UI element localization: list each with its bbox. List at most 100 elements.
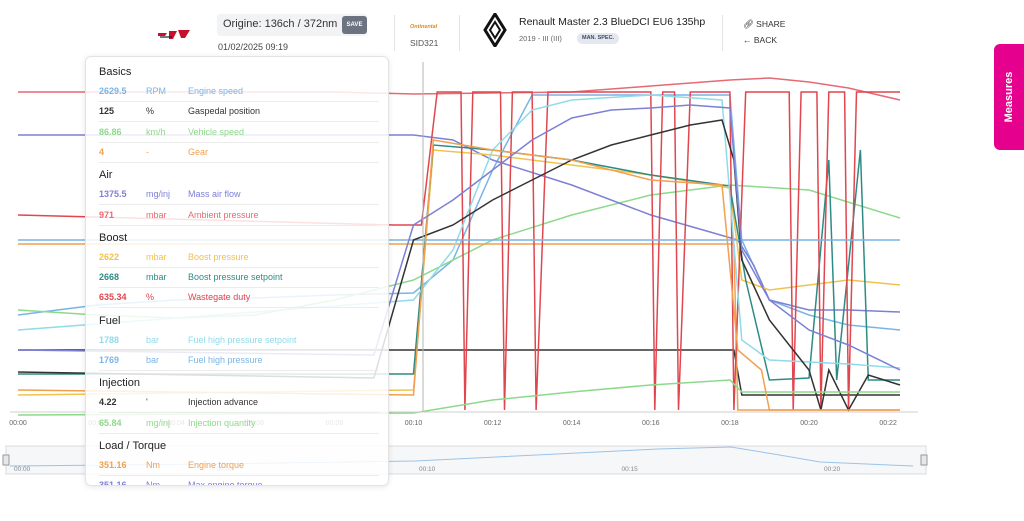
measure-name: Engine torque [188,459,245,470]
measure-row[interactable]: 1788 bar Fuel high pressure setpoint [99,335,379,349]
measure-value: 86.86 [99,126,122,137]
section-title: Air [99,169,113,182]
measure-row[interactable]: 1375.5 mg/inj Mass air flow [99,189,379,203]
measure-name: Gaspedal position [188,106,261,117]
back-label: BACK [753,35,778,45]
series-line [17,104,901,371]
measure-row[interactable]: 1769 bar Fuel high pressure [99,355,379,369]
measure-row[interactable]: 2622 mbar Boost pressure [99,252,379,266]
row-divider [99,287,379,289]
series-line [17,94,901,369]
x-tick-label: 00:00 [9,420,27,427]
measure-unit: bar [146,334,160,345]
measure-unit: mg/inj [146,417,171,428]
row-divider [99,266,379,268]
navigator-handle-left[interactable] [2,454,10,466]
measure-name: Boost pressure setpoint [188,272,283,283]
divider [394,15,395,51]
series-line [18,134,901,313]
measure-value: 2622 [99,251,120,262]
origin-field[interactable]: Origine: 136ch / 372nm [217,14,367,36]
renault-logo-icon [483,13,507,47]
share-button[interactable]: 🔗︎ SHARE [743,19,785,30]
measure-name: Boost pressure [188,251,249,262]
divider [459,15,460,51]
measure-name: Mass air flow [188,189,241,200]
link-icon: 🔗︎ [743,19,754,29]
measure-name: Injection quantity [188,417,256,428]
navigator-tick-label: 00:10 [419,466,436,473]
measure-name: Ambient pressure [188,209,259,220]
measure-unit: ' [146,397,148,408]
measure-value: 635.34 [99,292,127,303]
origin-label: Origine: 136ch / 372nm [223,18,338,30]
measure-unit: Nm [146,480,160,486]
measure-row[interactable]: 4.22 ' Injection advance [99,397,379,411]
measure-unit: mbar [146,251,167,262]
row-divider [99,474,379,476]
row-divider [99,161,379,163]
date-text: 01/02/2025 09:19 [218,42,289,52]
divider [722,15,723,51]
measure-unit: Nm [146,459,160,470]
measure-row[interactable]: 2668 mbar Boost pressure setpoint [99,272,379,286]
row-divider [99,101,379,102]
measure-value: 65.84 [99,417,122,428]
series-line [17,91,900,411]
measure-row[interactable]: 351.16 Nm Max engine torque [99,480,379,486]
measure-unit: mbar [146,209,167,220]
measure-name: Injection advance [188,397,259,408]
measure-row[interactable]: 635.34% Wastegate duty [99,292,379,306]
measure-name: Gear [188,146,209,157]
measure-name: Fuel high pressure [188,355,263,365]
measure-unit: mg/inj [146,189,171,200]
measure-value: 2629.5 [99,86,127,96]
measure-value: 351.16 [99,480,127,486]
measure-value: 125 [99,106,115,117]
measure-name: Max engine torque [188,480,263,486]
section-title: Boost [99,231,128,244]
spec-badge: MAN. SPEC. [577,33,620,44]
row-divider [99,432,379,434]
series-line [17,139,900,411]
measure-row[interactable]: 86.86 km/h Vehicle speed [99,127,379,141]
measures-tab[interactable]: Measures [994,44,1024,150]
measure-row[interactable]: 4 - Gear [99,147,379,161]
arrow-left-icon: ← [743,35,752,45]
navigator-tick-label: 00:00 [14,466,31,473]
measure-row[interactable]: 351.16 Nm Engine torque [99,460,379,474]
section-title: Fuel [99,314,121,327]
navigator-handle-right[interactable] [920,454,928,466]
measure-unit: % [146,292,155,303]
x-tick-label: 00:10 [405,420,423,427]
measure-value: 971 [99,209,115,220]
measure-unit: % [146,106,155,117]
logo-icon [158,30,190,39]
x-tick-label: 00:16 [642,420,660,427]
row-divider [99,204,379,206]
navigator-tick-label: 00:15 [622,466,639,473]
row-divider [99,121,379,123]
measure-value: 351.16 [99,459,127,470]
ecu-id: SID321 [410,38,439,48]
measure-unit: RPM [146,86,166,96]
measure-value: 4.22 [99,397,117,408]
save-button[interactable]: SAVE [342,16,367,34]
back-button[interactable]: ← BACK [743,35,777,45]
section-title: Injection [99,377,140,390]
series-line [17,379,900,416]
x-tick-label: 00:20 [800,420,818,427]
section-title: Load / Torque [99,439,167,452]
measure-row[interactable]: 65.84 mg/inj Injection quantity [99,418,379,432]
measure-name: Wastegate duty [188,292,251,303]
measure-value: 4 [99,146,105,157]
x-tick-label: 00:12 [484,420,502,427]
measure-value: 1769 [99,355,120,365]
vehicle-subtitle: 2019 - III (III) [519,34,562,43]
measure-unit: mbar [146,272,167,283]
measure-row[interactable]: 971 mbar Ambient pressure [99,210,379,224]
row-divider [99,370,379,371]
x-tick-label: 00:22 [879,420,897,427]
measure-row[interactable]: 2629.5 RPM Engine speed [99,86,379,100]
measure-row[interactable]: 125% Gaspedal position [99,106,379,120]
